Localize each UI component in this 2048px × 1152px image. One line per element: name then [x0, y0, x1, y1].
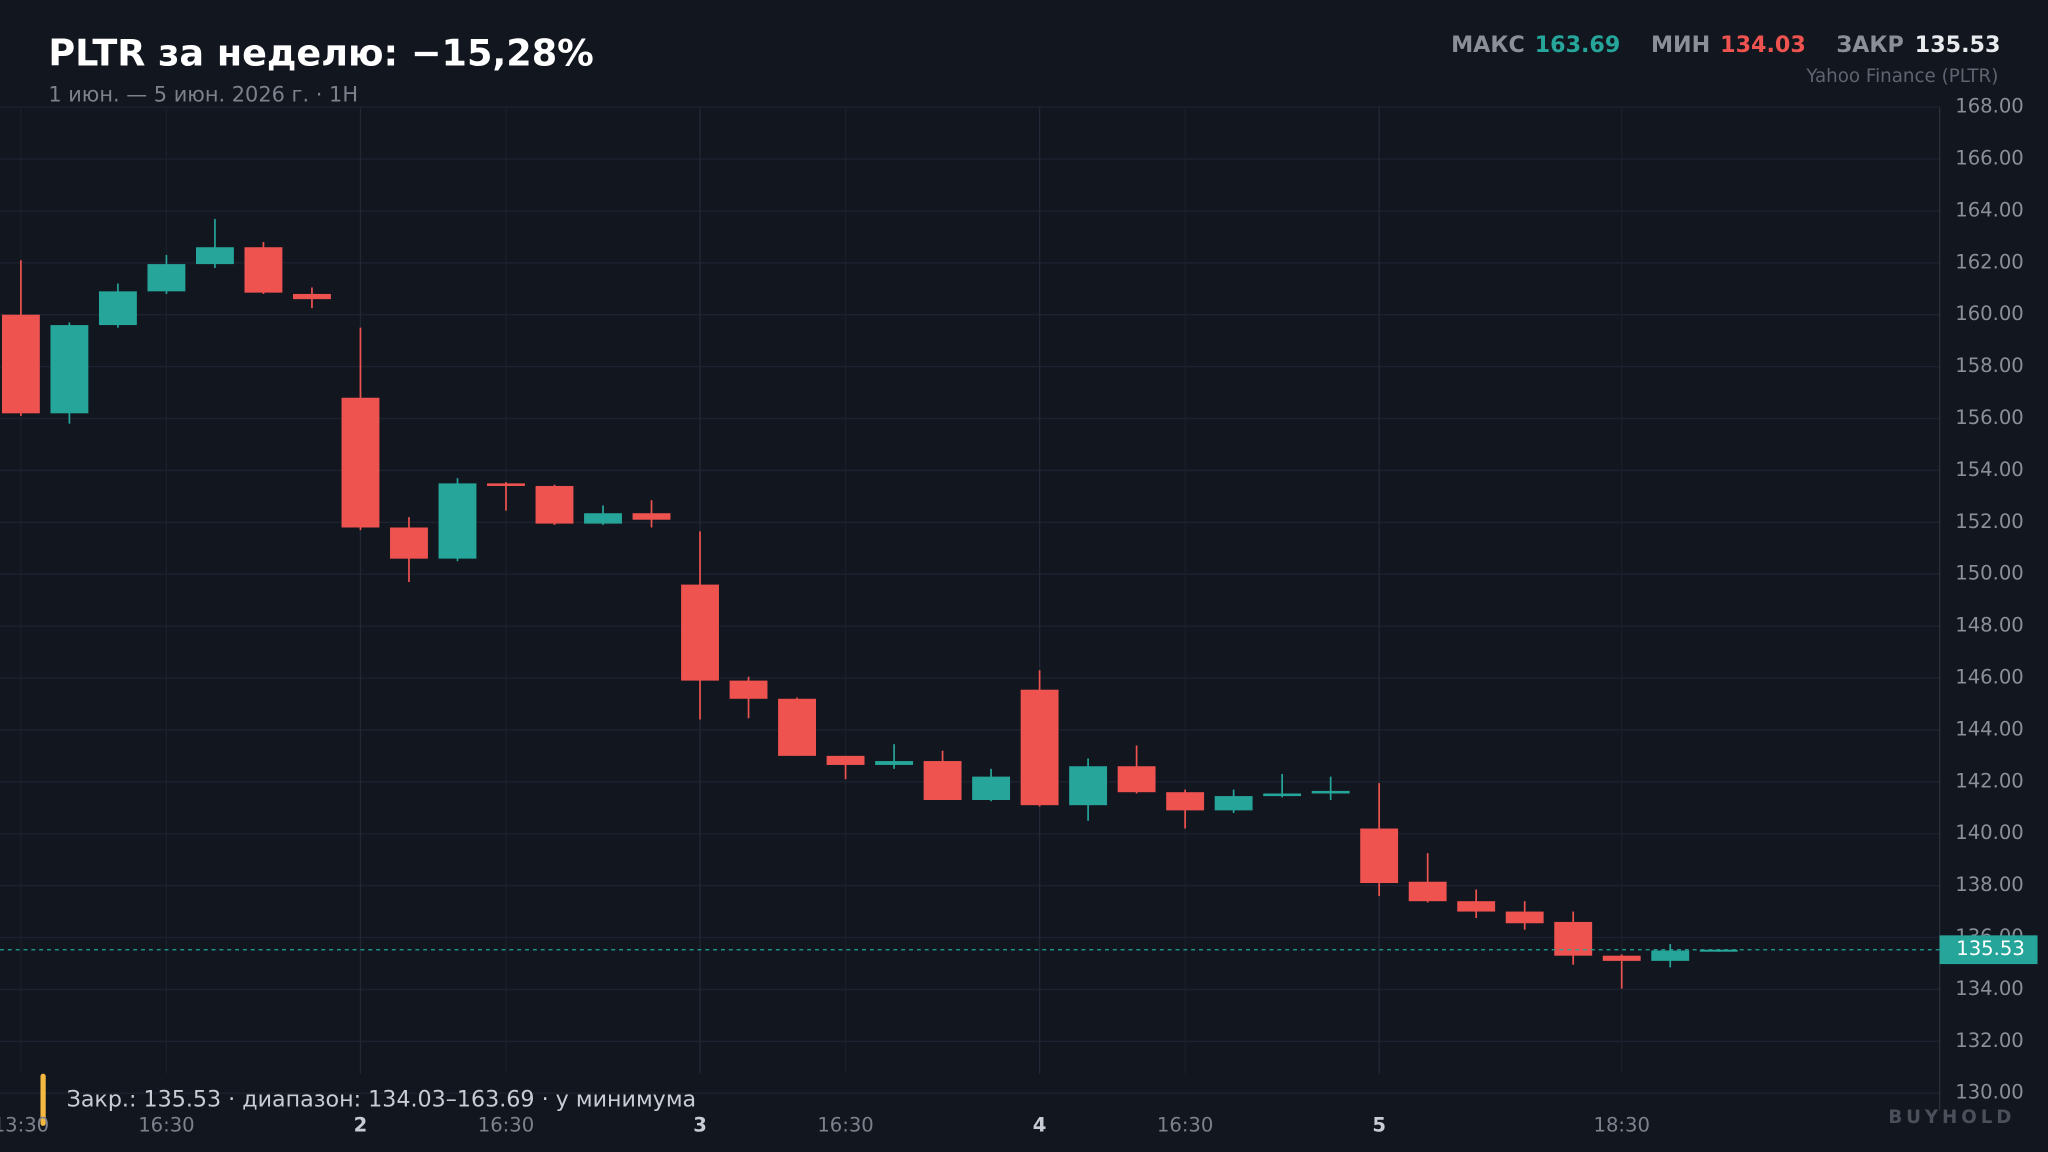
stat-label: ЗАКР [1836, 32, 1903, 58]
title: PLTR за неделю: −15,28% [48, 31, 594, 74]
candle-body [195, 247, 234, 265]
candle-body [50, 325, 89, 414]
x-tick-label: 2 [354, 1113, 368, 1136]
y-tick-label: 162.00 [1955, 250, 2024, 273]
stat-label: МИН [1651, 32, 1710, 58]
brand: BUYHOLD [1888, 1107, 2015, 1128]
stat-value: 135.53 [1915, 32, 2001, 58]
x-tick-label: 4 [1033, 1113, 1047, 1136]
candle-body [390, 527, 428, 559]
candle-body [1214, 796, 1253, 811]
candle-body [487, 483, 525, 486]
y-tick-label: 142.00 [1955, 769, 2024, 792]
candle-body [1457, 901, 1496, 912]
stat-value: 163.69 [1535, 32, 1621, 58]
stat-label: МАКС [1451, 32, 1525, 58]
source: Yahoo Finance (PLTR) [1805, 66, 1998, 87]
candle-body [244, 247, 283, 293]
candle-body [923, 761, 962, 800]
candle-body [1602, 955, 1641, 961]
y-tick-label: 144.00 [1955, 717, 2024, 740]
candle-body [1651, 950, 1690, 961]
candle-body [1408, 881, 1447, 902]
x-tick-label: 16:30 [1157, 1113, 1213, 1136]
x-tick-label: 16:30 [138, 1113, 194, 1136]
y-tick-label: 164.00 [1955, 198, 2024, 221]
candle-body [681, 584, 719, 681]
y-tick-label: 130.00 [1955, 1081, 2024, 1104]
candle-body [1117, 766, 1156, 793]
y-tick-label: 156.00 [1955, 406, 2024, 429]
x-tick-label: 5 [1372, 1113, 1386, 1136]
subtitle: 1 июн. — 5 июн. 2026 г. · 1H [48, 82, 358, 106]
candle-body [778, 698, 816, 756]
candle-body [729, 680, 768, 699]
note-bar [40, 1073, 46, 1126]
y-tick-label: 132.00 [1955, 1029, 2024, 1052]
last-price-label: 135.53 [1956, 937, 2025, 960]
footer-note: Закр.: 135.53 · диапазон: 134.03–163.69 … [67, 1086, 697, 1112]
candle-body [584, 513, 622, 524]
y-tick-label: 160.00 [1955, 302, 2024, 325]
candle-body [1311, 790, 1350, 794]
y-tick-label: 150.00 [1955, 562, 2024, 585]
candle-body [293, 293, 331, 300]
last-price-box [1939, 935, 2038, 965]
candle-body [1554, 921, 1593, 956]
candle-body [972, 776, 1011, 800]
candle-body [535, 485, 574, 524]
x-tick-label: 16:30 [817, 1113, 873, 1136]
candle-body [341, 397, 380, 528]
y-tick-label: 158.00 [1955, 354, 2024, 377]
stat-value: 134.03 [1720, 32, 1806, 58]
candle-body [1166, 792, 1205, 811]
candle-body [632, 513, 671, 520]
candle-body [1505, 911, 1544, 924]
candle-body [875, 761, 914, 765]
y-tick-label: 146.00 [1955, 666, 2024, 689]
x-tick-label: 13:30 [0, 1113, 49, 1136]
y-tick-label: 148.00 [1955, 614, 2024, 637]
candle-body [1, 314, 40, 414]
y-tick-label: 138.00 [1955, 873, 2024, 896]
candle-body [1069, 766, 1108, 806]
candle-body [1699, 949, 1738, 952]
y-tick-label: 166.00 [1955, 147, 2024, 170]
candle-body [98, 291, 137, 326]
candle-body [826, 755, 865, 765]
candle-body [1263, 793, 1302, 797]
x-tick-label: 16:30 [478, 1113, 534, 1136]
x-tick-label: 18:30 [1593, 1113, 1649, 1136]
y-tick-label: 140.00 [1955, 821, 2024, 844]
candle-body [1020, 689, 1059, 806]
candle-body [147, 264, 186, 292]
y-tick-label: 168.00 [1955, 95, 2024, 118]
x-tick-label: 3 [693, 1113, 707, 1136]
candle-body [1360, 828, 1399, 884]
y-tick-label: 134.00 [1955, 977, 2024, 1000]
y-tick-label: 152.00 [1955, 510, 2024, 533]
y-tick-label: 154.00 [1955, 458, 2024, 481]
candle-body [438, 483, 477, 559]
